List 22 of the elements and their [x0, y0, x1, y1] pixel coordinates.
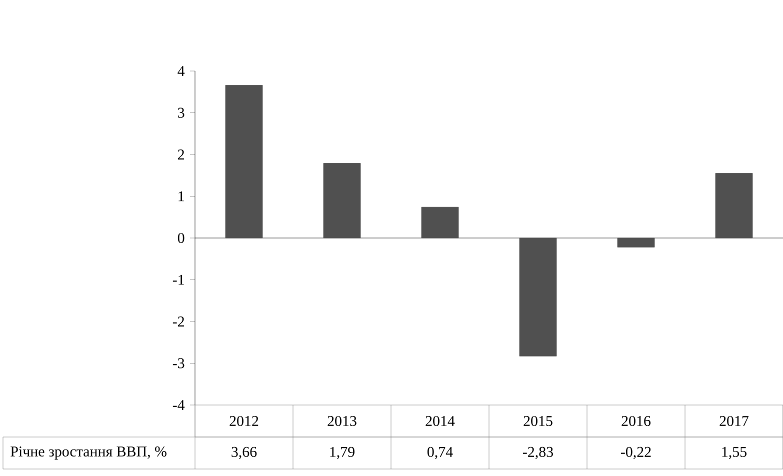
- y-tick-label: 2: [178, 150, 184, 160]
- data-label: -2,83: [522, 446, 553, 460]
- text: Річне зростання ВВП, %: [10, 446, 166, 460]
- x-tick-label: 2012: [230, 416, 258, 426]
- data-label: 0,74: [427, 446, 453, 460]
- x-tick-label: 2017: [720, 416, 749, 426]
- x-tick-label: 2015: [524, 416, 552, 426]
- data-label: 1,79: [330, 446, 354, 460]
- y-tick-label: 4: [178, 66, 185, 76]
- data-label: 3,66: [232, 446, 257, 460]
- x-tick-label: 2014: [426, 416, 455, 426]
- y-tick-label: 3: [178, 108, 184, 118]
- y-tick-label: -4: [172, 400, 185, 410]
- data-label: -0,22: [620, 446, 651, 460]
- y-tick-label: -2: [172, 316, 184, 326]
- x-tick-label: 2013: [328, 416, 356, 426]
- y-tick-label: -3: [172, 358, 184, 368]
- x-tick-label: 2016: [622, 416, 651, 426]
- y-tick-label: -1: [172, 274, 184, 285]
- y-tick-label: 1: [178, 191, 184, 202]
- y-tick-label: 0: [178, 232, 184, 244]
- data-label: 1,55: [722, 446, 746, 460]
